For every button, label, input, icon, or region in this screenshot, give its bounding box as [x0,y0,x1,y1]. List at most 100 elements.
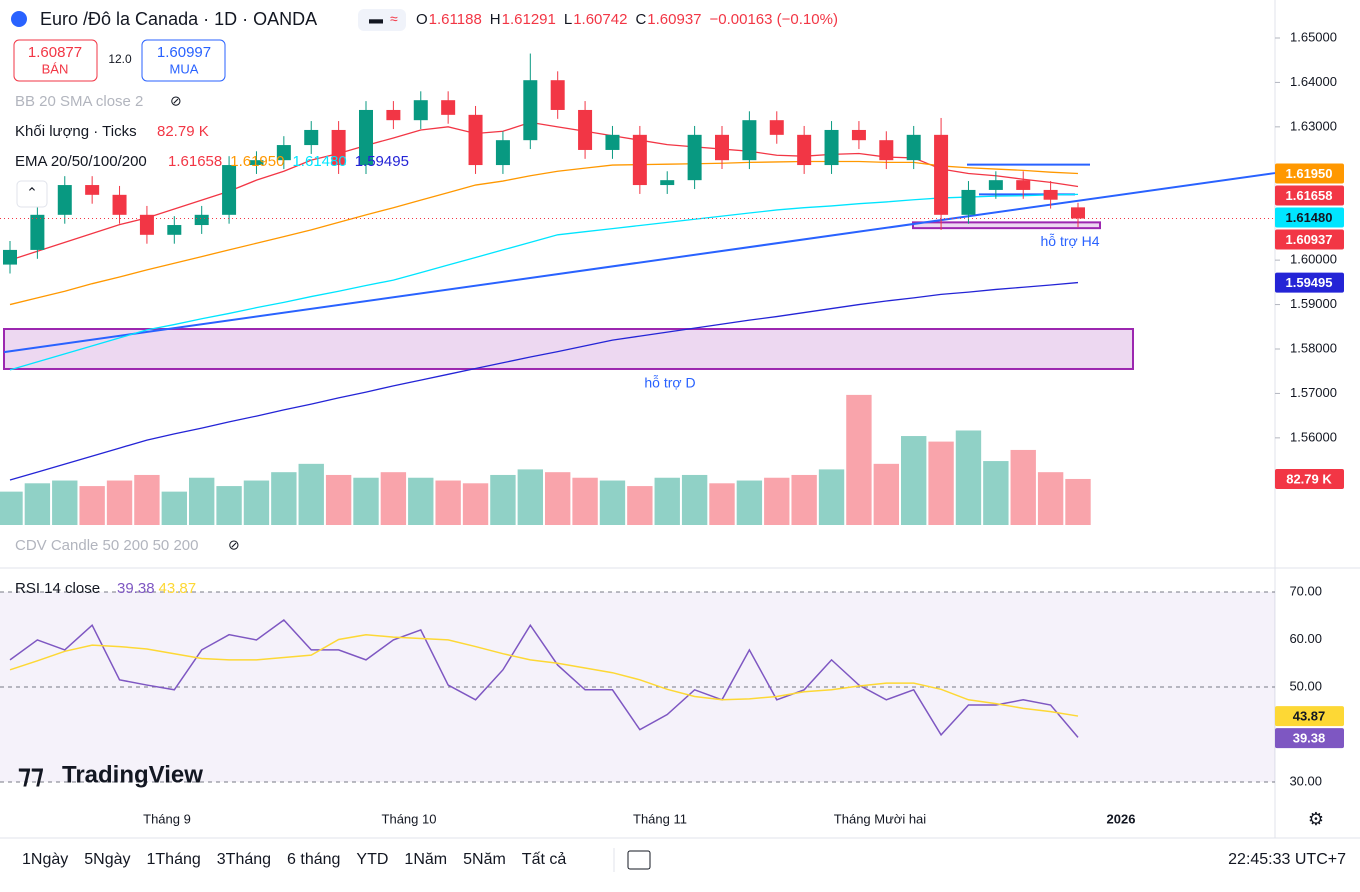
range-button[interactable]: YTD [356,851,388,868]
y-tick-label: 1.63000 [1290,118,1337,133]
collapse-button[interactable] [16,180,48,208]
range-button[interactable]: Tất cả [522,851,567,868]
volume-bar [462,483,489,525]
ema-value: 1.61950 [230,153,284,170]
hide-icon[interactable]: ⊘ [170,93,182,109]
price-badge [1275,272,1344,293]
y-tick-label: 1.58000 [1290,340,1337,355]
range-button[interactable]: 5Ngày [84,851,130,868]
volume-bar [353,477,379,525]
volume-bar [490,474,516,525]
chart-title[interactable]: Euro /Đô la Canada · 1D · OANDA [40,9,317,29]
volume-bar [681,474,708,525]
y-tick-label: 1.64000 [1290,74,1337,89]
buy-label: MUA [170,61,199,76]
volume-bar [271,472,297,525]
cdv-legend[interactable]: CDV Candle 50 200 50 200 [15,537,198,554]
button-icon: ≈ [390,11,398,27]
candle-body [687,134,702,181]
hide-icon[interactable]: ⊘ [228,537,240,553]
candle-body [797,134,812,166]
clock[interactable]: 22:45:33 UTC+7 [1228,851,1346,868]
x-tick-label: Tháng 10 [382,811,437,826]
candle-body [359,109,373,166]
candle-body [331,129,346,166]
trendline [3,172,1276,354]
rsi-value: 43.87 [159,580,197,597]
y-tick-label: 1.56000 [1290,429,1337,444]
candle-body [1071,207,1085,219]
compare-button[interactable] [358,9,406,31]
volume-bar [1010,449,1036,525]
sell-button[interactable] [13,39,98,82]
volume-bar [161,491,187,525]
ema-legend[interactable]: EMA 20/50/100/200 [15,153,147,170]
price-badge [1275,207,1344,228]
volume-bar [983,461,1009,525]
zone-label: hỗ trợ D [644,375,695,391]
ohlc-value: 1.60937 [647,11,701,28]
range-button[interactable]: 1Năm [404,851,447,868]
price-badge-label: 1.61658 [1286,188,1333,203]
price-badge [1275,229,1344,250]
candle-body [769,120,784,135]
price-badge-label: 1.61950 [1286,166,1333,181]
bb-legend[interactable]: BB 20 SMA close 2 [15,93,143,110]
ema-value: 1.59495 [355,153,409,170]
candle-body [30,214,45,250]
price-badge-label: 1.60937 [1286,232,1333,247]
candle-body [85,185,100,195]
date-range-icon[interactable] [627,850,651,870]
candle-body [605,134,620,150]
range-button[interactable]: 1Ngày [22,851,68,868]
candle-body [742,120,757,161]
ohlc-value: 1.61291 [502,11,556,28]
price-badge [1275,185,1344,206]
candle-body [249,160,264,166]
price-badge [1275,728,1344,749]
volume-bar [106,480,133,525]
candle-body [934,134,949,215]
volume-bar [1037,472,1064,525]
buy-button[interactable] [141,39,226,82]
volume-bar [709,483,735,525]
price-badge [1275,163,1344,184]
candle-body [851,129,866,141]
volume-bar [873,463,899,525]
volume-bar [298,463,324,525]
volume-bar [52,480,78,525]
rsi-band [0,591,1275,782]
candle-body [3,249,17,265]
ohlc-label: O [416,11,428,28]
candle-body [1043,189,1058,200]
rsi-value: 39.38 [117,580,155,597]
y-tick-label: 1.59000 [1290,296,1337,311]
volume-legend[interactable]: Khối lượng · Ticks [15,123,137,140]
candle-body [824,129,839,166]
settings-icon[interactable]: ⚙ [1308,809,1324,829]
price-badge [1275,706,1344,727]
range-button[interactable]: 1Tháng [147,851,201,868]
range-button[interactable]: 3Tháng [217,851,271,868]
volume-bar [1065,478,1091,525]
volume-bar [764,477,790,525]
volume-bar [572,477,598,525]
volume-bar [654,477,680,525]
candle-body [632,134,647,186]
rsi-legend[interactable]: RSI 14 close [15,580,100,597]
candle-body [961,189,976,215]
volume-bar [545,472,571,525]
candle-body [222,165,237,215]
rsi-line [9,618,1079,738]
ema-value: 1.61658 [168,153,222,170]
range-button[interactable]: 6 tháng [287,851,340,868]
range-button[interactable]: 5Năm [463,851,506,868]
candle-body [495,140,510,166]
volume-bar [791,474,817,525]
volume-bar [627,486,653,525]
candle-body [1016,180,1031,190]
plot-area [0,37,1280,783]
